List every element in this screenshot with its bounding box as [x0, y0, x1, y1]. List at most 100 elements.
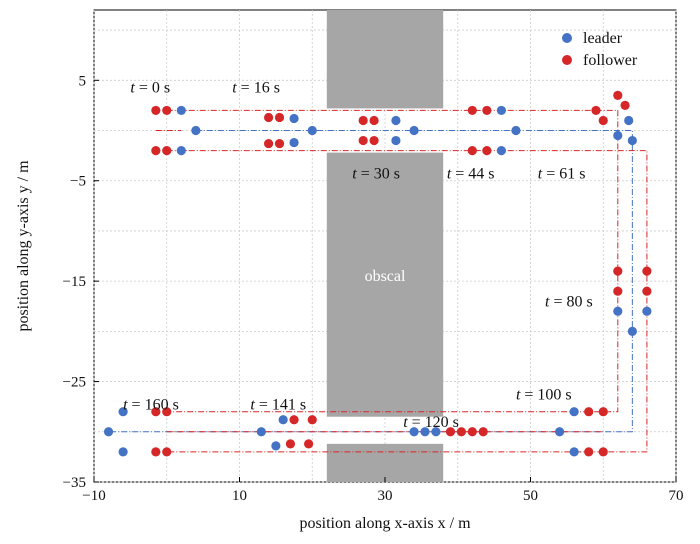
leader-point: [256, 427, 266, 437]
leader-point: [307, 125, 317, 136]
follower-point: [307, 415, 317, 425]
follower-point: [482, 105, 492, 116]
follower-point: [151, 145, 161, 156]
leader-point: [118, 447, 128, 457]
leader-point: [409, 427, 419, 437]
follower-point: [591, 105, 601, 116]
follower-point: [445, 427, 456, 437]
y-tick-label: −25: [63, 375, 86, 391]
follower-point: [304, 439, 314, 449]
axis-ticks: −10 10 30 50 70 5 −5 −15 −25 −35: [63, 73, 684, 504]
follower-point: [467, 145, 477, 156]
leader-point: [569, 447, 579, 457]
leader-point: [627, 326, 637, 336]
follower-point: [613, 90, 623, 100]
follower-point: [642, 286, 652, 296]
follower-point: [456, 427, 466, 437]
leader-point: [496, 145, 506, 156]
follower-point: [598, 447, 608, 457]
time-annotation: t = 30 s: [352, 166, 400, 183]
follower-point: [642, 266, 652, 276]
x-tick-label: 10: [232, 488, 247, 504]
follower-point: [613, 266, 623, 276]
follower-point: [358, 135, 368, 146]
x-tick-label: 50: [523, 488, 538, 504]
leader-point: [289, 113, 299, 124]
time-annotation: t = 160 s: [123, 397, 179, 414]
leader-point: [118, 407, 128, 417]
leader-point: [409, 125, 419, 136]
follower-point: [620, 100, 630, 111]
follower-point: [162, 447, 172, 457]
annotations: t = 0 s t = 16 s t = 30 s t = 44 s t = 61 s t…: [123, 79, 593, 430]
obstacle-block: [326, 443, 444, 482]
legend: leader follower: [562, 30, 638, 69]
follower-point: [478, 427, 488, 437]
obstacle-block: [326, 10, 444, 109]
follower-point: [264, 112, 274, 123]
legend-marker-leader: [562, 33, 572, 43]
legend-marker-follower: [562, 55, 572, 65]
leader-point: [176, 105, 186, 116]
follower-trajectory: [166, 109, 619, 413]
time-annotation: t = 44 s: [447, 166, 495, 183]
leader-point: [627, 135, 637, 146]
y-tick-label: −35: [63, 475, 86, 491]
leader-point: [278, 415, 288, 425]
follower-point: [467, 427, 477, 437]
time-annotation: t = 141 s: [250, 397, 306, 414]
follower-point: [369, 135, 379, 146]
obstacle-label: obscal: [365, 268, 406, 285]
y-tick-label: 5: [79, 73, 87, 89]
leader-point: [642, 306, 652, 316]
follower-point: [264, 138, 274, 149]
follower-point: [467, 105, 477, 116]
x-tick-label: −10: [82, 488, 105, 504]
leader-point: [103, 427, 114, 437]
leader-point: [569, 407, 579, 417]
leader-point: [271, 441, 281, 451]
legend-label-follower: follower: [583, 52, 638, 69]
follower-point: [274, 138, 285, 149]
follower-point: [151, 447, 161, 457]
y-tick-label: −15: [63, 274, 86, 290]
follower-point: [151, 407, 161, 417]
data-points: [103, 90, 652, 457]
time-annotation: t = 80 s: [545, 293, 593, 310]
follower-point: [369, 115, 379, 126]
obstacle: obscal: [326, 10, 444, 482]
time-annotation: t = 100 s: [516, 387, 572, 404]
time-annotation: t = 0 s: [130, 79, 170, 96]
leader-point: [555, 427, 565, 437]
leader-point: [391, 115, 401, 126]
leader-point: [391, 135, 401, 146]
y-tick-label: −5: [70, 174, 86, 190]
legend-label-leader: leader: [583, 30, 623, 47]
follower-trajectory: [166, 150, 648, 453]
follower-point: [358, 115, 368, 126]
follower-point: [598, 115, 608, 126]
follower-point: [584, 407, 594, 417]
follower-point: [162, 407, 172, 417]
trajectories: [108, 109, 648, 453]
time-annotation: t = 120 s: [403, 414, 459, 431]
y-axis-label: position along y-axis y / m: [15, 160, 32, 332]
leader-point: [191, 125, 201, 136]
leader-point: [496, 105, 506, 116]
x-axis-label: position along x-axis x / m: [299, 515, 471, 532]
follower-point: [482, 145, 492, 156]
leader-point: [511, 125, 521, 136]
leader-point: [431, 427, 441, 437]
leader-point: [613, 306, 623, 316]
leader-point: [420, 427, 430, 437]
follower-point: [285, 439, 296, 449]
time-annotation: t = 16 s: [232, 79, 280, 96]
leader-point: [613, 130, 623, 141]
x-tick-label: 30: [378, 488, 393, 504]
follower-point: [162, 105, 172, 116]
leader-point: [289, 137, 299, 148]
follower-point: [162, 145, 172, 156]
follower-point: [584, 447, 594, 457]
leader-point: [624, 115, 634, 126]
